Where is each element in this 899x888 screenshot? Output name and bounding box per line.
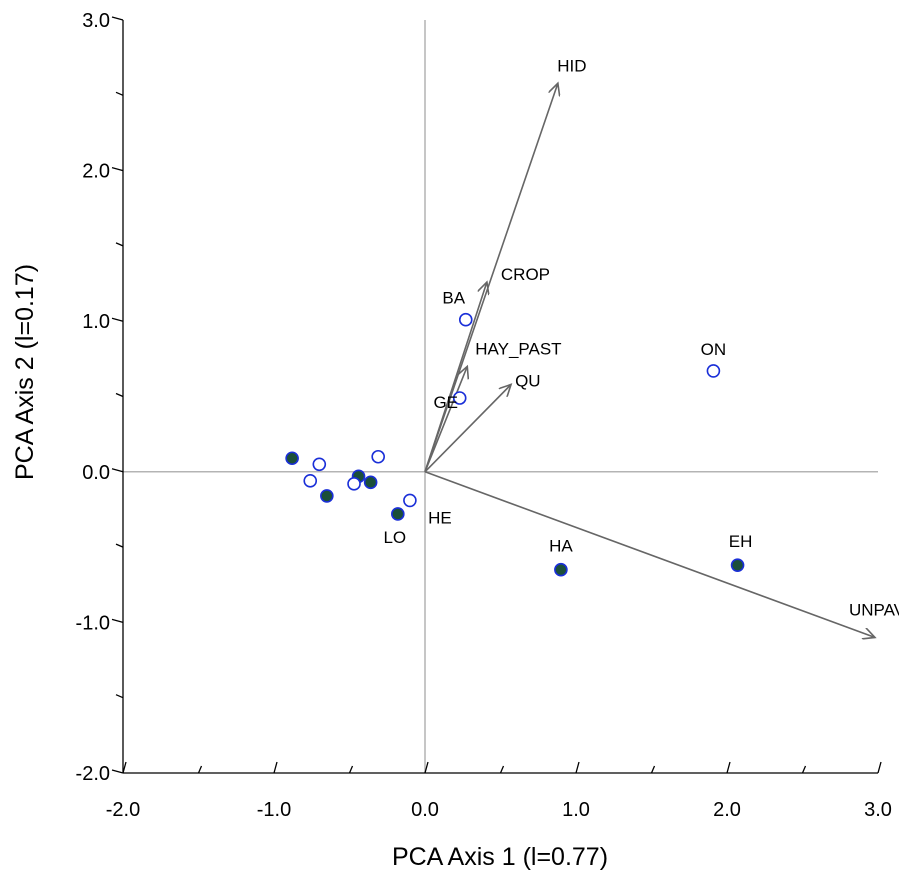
- vector-arrow-qu: [424, 384, 511, 473]
- y-tick-label: 1.0: [82, 311, 110, 333]
- y-tick-label: -2.0: [76, 763, 110, 785]
- open-site-point: [706, 364, 721, 378]
- y-axis-title: PCA Axis 2 (l=0.17): [11, 264, 39, 480]
- reference-lines: [123, 20, 878, 773]
- y-tick-label: 3.0: [82, 10, 110, 32]
- x-major-tick: [424, 761, 429, 774]
- x-major-tick: [877, 761, 882, 774]
- x-minor-tick: [650, 765, 656, 774]
- site-label-ba: BA: [442, 289, 465, 308]
- y-tick-label: 0.0: [82, 462, 110, 484]
- axes: -2.0 -1.0 0.0 1.0 2.0 3.0 -2.0 -1.0 0.0 1.0 2.0 3.0: [76, 10, 892, 821]
- site-label-eh: EH: [729, 532, 753, 551]
- site-points: [285, 312, 745, 577]
- vector-label-hay_past: HAY_PAST: [475, 339, 561, 358]
- labels: HID CROP HAY_PAST QU UNPAV LO HA EH HE BA GE ON: [383, 56, 899, 619]
- open-site-point: [371, 449, 385, 464]
- y-minor-tick: [115, 392, 124, 398]
- vector-label-unpav: UNPAV: [849, 600, 899, 619]
- vector-label-hid: HID: [557, 56, 586, 75]
- filled-site-point: [391, 507, 405, 521]
- y-major-tick: [111, 618, 124, 624]
- x-major-tick: [122, 761, 127, 774]
- open-site-point: [303, 474, 318, 488]
- vector-arrow-crop: [424, 282, 487, 473]
- vector-label-qu: QU: [515, 371, 541, 390]
- x-tick-label: 1.0: [562, 799, 590, 821]
- x-tick-label: 3.0: [864, 799, 892, 821]
- y-minor-tick: [115, 694, 124, 699]
- open-site-point: [458, 312, 473, 327]
- x-major-tick: [273, 761, 278, 774]
- y-tick-label: 2.0: [82, 161, 110, 183]
- y-minor-tick: [115, 242, 124, 247]
- filled-site-point: [730, 558, 745, 572]
- site-label-he: HE: [428, 508, 452, 527]
- x-tick-label: 2.0: [713, 799, 741, 821]
- vector-arrow-unpav: [424, 471, 875, 638]
- vector-label-crop: CROP: [501, 265, 550, 284]
- x-axis-title: PCA Axis 1 (l=0.77): [392, 843, 608, 871]
- site-label-ge: GE: [433, 393, 458, 412]
- x-tick-label: -2.0: [106, 799, 140, 821]
- y-major-tick: [111, 16, 124, 21]
- vector-arrow-hid: [424, 83, 558, 473]
- x-tick-label: -1.0: [257, 799, 291, 821]
- y-minor-tick: [115, 91, 124, 96]
- open-site-point: [347, 477, 361, 491]
- filled-site-point: [554, 562, 568, 577]
- x-major-tick: [726, 761, 731, 774]
- open-site-point: [403, 493, 417, 508]
- y-major-tick: [111, 317, 124, 322]
- environmental-vectors: [424, 83, 875, 638]
- x-minor-tick: [801, 765, 807, 774]
- filled-site-point: [320, 489, 334, 503]
- filled-site-point: [363, 475, 378, 490]
- x-minor-tick: [197, 765, 203, 774]
- y-tick-label: -1.0: [76, 612, 110, 634]
- site-label-ha: HA: [549, 537, 573, 556]
- site-label-lo: LO: [383, 528, 406, 547]
- x-major-tick: [575, 761, 580, 774]
- open-site-point: [312, 457, 327, 472]
- y-minor-tick: [115, 543, 124, 548]
- y-major-tick: [111, 166, 124, 172]
- filled-site-point: [285, 451, 299, 466]
- site-label-on: ON: [701, 340, 727, 359]
- x-tick-label: 0.0: [411, 799, 439, 821]
- vector-arrow-hay_past: [424, 366, 467, 473]
- y-major-tick: [111, 468, 124, 473]
- x-minor-tick: [348, 765, 354, 774]
- open-site-point: [452, 391, 467, 405]
- x-minor-tick: [499, 765, 505, 774]
- y-major-tick: [111, 769, 124, 774]
